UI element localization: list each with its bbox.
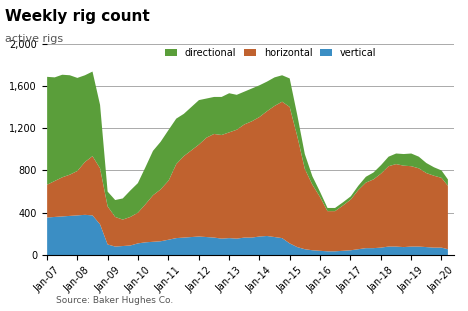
Text: active rigs: active rigs (5, 34, 63, 44)
Text: Weekly rig count: Weekly rig count (5, 9, 149, 24)
Text: Source: Baker Hughes Co.: Source: Baker Hughes Co. (56, 296, 174, 305)
Legend: directional, horizontal, vertical: directional, horizontal, vertical (161, 44, 380, 62)
